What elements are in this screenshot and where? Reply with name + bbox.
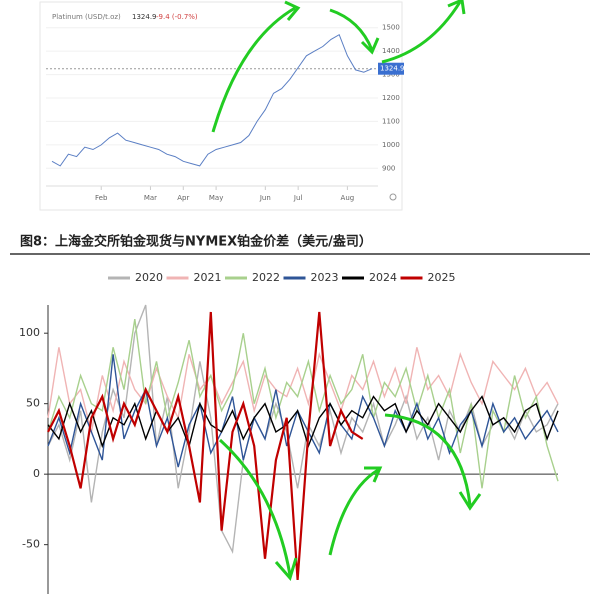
x-tick-label: Jul	[293, 194, 303, 202]
y-tick-label: 1500	[382, 24, 400, 32]
annotations	[211, 0, 482, 582]
legend-label: 2024	[369, 271, 397, 284]
price-title: Platinum (USD/t.oz)	[52, 13, 121, 21]
y-tick-label: 1200	[382, 94, 400, 102]
series-line	[47, 395, 559, 449]
series-line	[47, 304, 559, 555]
arrow-head	[364, 466, 383, 483]
series-line	[51, 33, 373, 167]
y-tick-label: -50	[22, 538, 40, 551]
legend-label: 2020	[135, 271, 163, 284]
arrow	[329, 8, 374, 51]
y-tick-label: 1400	[382, 47, 400, 55]
price-change: -9.4 (-0.7%)	[156, 13, 198, 21]
series-line	[47, 354, 559, 468]
figure-caption: 图8：上海金交所铂金现货与NYMEX铂金价差（美元/盎司）	[20, 234, 372, 250]
series-line	[47, 311, 364, 580]
y-tick-label: 1100	[382, 117, 400, 125]
settings-icon	[389, 193, 397, 201]
series-line	[47, 347, 559, 433]
price-chart: 900100011001200130014001500FebMarAprMayJ…	[46, 24, 405, 202]
legend-label: 2025	[428, 271, 456, 284]
x-tick-label: May	[209, 194, 223, 202]
arrow	[381, 1, 462, 64]
last-price-label: 1324.9	[380, 65, 405, 73]
spread-chart: -50 0 50 100 2020 2021 2022 2023 2024 2025	[19, 271, 559, 594]
y-tick-label: 100	[19, 326, 40, 339]
arrow	[211, 6, 296, 133]
arrow-head	[274, 557, 298, 582]
y-tick-label: 1000	[382, 141, 400, 149]
legend-label: 2022	[252, 271, 280, 284]
x-tick-label: Apr	[177, 194, 189, 202]
x-tick-label: Mar	[144, 194, 157, 202]
x-tick-label: Feb	[95, 194, 108, 202]
y-tick-label: 50	[26, 397, 40, 410]
arrow-head	[447, 0, 466, 15]
last-price-badge	[378, 62, 404, 75]
x-tick-label: Aug	[341, 194, 355, 202]
x-tick-label: Jun	[259, 194, 271, 202]
arrow	[218, 438, 292, 576]
legend-label: 2023	[311, 271, 339, 284]
legend-label: 2021	[194, 271, 222, 284]
y-tick-label: 0	[33, 467, 40, 480]
y-tick-label: 900	[382, 164, 395, 172]
arrow-head	[284, 0, 301, 21]
arrow	[384, 413, 472, 506]
arrow-head	[458, 491, 482, 511]
price-last: 1324.9	[132, 13, 157, 21]
arrow-head	[360, 37, 380, 55]
arrow	[328, 468, 379, 556]
